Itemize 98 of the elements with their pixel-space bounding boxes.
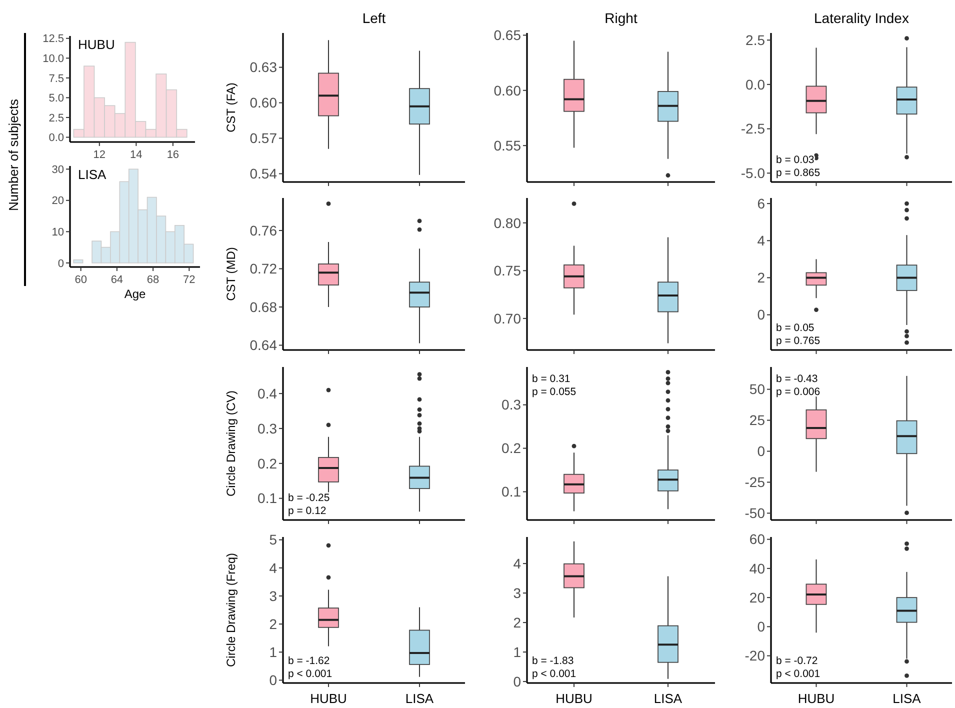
y-tick-label: 0.3 [258,420,278,436]
x-tick-label: HUBU [310,691,347,706]
y-tick-label: 0.1 [502,484,522,500]
y-tick-label: 25 [749,412,766,428]
chart-title: Left [362,10,386,26]
y-tick-label: 2 [269,616,278,632]
y-tick-label: 0.63 [250,59,278,76]
y-tick-label: 6 [757,195,766,212]
annotation: p = 0.055 [532,386,576,398]
x-tick-label: LISA [654,691,682,706]
annotation: p < 0.001 [776,668,820,680]
x-tick-label: 64 [110,274,124,286]
y-tick-label: 0.60 [494,82,522,98]
y-tick-label: 3 [513,584,522,601]
annotation: b = 0.05 [776,322,814,334]
y-tick-label: 0.68 [250,298,278,315]
y-tick-label: 2.5 [746,32,766,48]
x-axis-title: Age [124,287,146,301]
y-axis-title: Circle Drawing (Freq) [224,552,238,668]
y-tick-label: -2.5 [740,120,766,137]
y-tick-label: 0.0 [746,76,766,92]
chart-title: Right [604,10,638,26]
y-tick-label: 0.70 [494,310,522,326]
x-tick-label: HUBU [798,691,835,706]
y-tick-label: 0.2 [258,455,278,472]
x-tick-label: LISA [405,691,434,706]
annotation: b = -1.62 [288,655,330,667]
x-tick-label: 16 [166,149,180,161]
annotation: p = 0.12 [288,505,326,517]
y-tick-label: 0.72 [250,260,278,277]
y-tick-label: 50 [749,381,766,398]
x-tick-label: HUBU [556,691,592,706]
y-tick-label: 2 [757,270,766,286]
annotation: b = 0.03 [776,154,814,166]
x-tick-label: 68 [146,274,160,286]
y-axis-title: Number of subjects [6,98,21,211]
y-tick-label: 4 [513,555,522,572]
y-tick-label: 5 [269,532,278,548]
y-tick-label: 0 [757,306,766,323]
y-tick-label: -50 [744,505,766,522]
y-tick-label: 0.2 [502,440,522,456]
y-tick-label: 2 [513,614,522,630]
annotation: b = -0.43 [776,373,818,385]
x-tick-label: 60 [74,274,87,286]
y-axis-title: CST (MD) [224,247,238,301]
y-tick-label: 0.57 [250,130,278,146]
y-tick-label: 20 [52,195,64,208]
y-tick-label: 0.54 [250,166,278,182]
y-tick-label: 12.5 [42,33,64,46]
x-tick-label: 72 [183,274,196,286]
y-tick-label: 40 [749,560,766,576]
y-tick-label: 0 [58,258,64,270]
annotation: HUBU [78,37,115,52]
y-tick-label: 1 [269,644,278,660]
y-tick-label: 20 [749,589,766,606]
y-tick-label: 0.55 [494,137,522,154]
x-tick-label: 12 [93,149,106,161]
y-axis-title: Circle Drawing (CV) [224,390,238,497]
y-tick-label: 0 [269,672,278,688]
y-axis-title: CST (FA) [224,82,238,132]
x-tick-label: LISA [892,691,922,706]
x-tick-label: 14 [130,149,142,161]
annotation: b = -1.83 [532,655,574,667]
y-tick-label: 7.5 [48,72,64,85]
y-tick-label: 0 [757,443,766,460]
y-tick-label: 0.76 [250,222,278,238]
y-tick-label: 0.0 [48,132,64,144]
y-tick-label: 0.4 [258,385,278,402]
annotation: LISA [78,167,107,182]
y-tick-label: 2.5 [48,112,64,124]
y-tick-label: 0.65 [494,27,522,44]
y-tick-label: 0 [757,618,766,635]
y-tick-label: 0.80 [494,214,522,231]
y-tick-label: 60 [749,531,766,548]
y-tick-label: 5.0 [48,92,64,105]
y-tick-label: 30 [52,164,64,176]
y-tick-label: 0.64 [250,337,278,354]
y-tick-label: 1 [513,644,522,660]
annotation: p < 0.001 [532,668,576,680]
chart-title: Laterality Index [814,10,909,26]
y-tick-label: 0.60 [250,94,278,111]
annotation: p = 0.765 [776,335,820,347]
y-tick-label: 0.1 [258,490,278,506]
y-tick-label: 4 [757,232,766,249]
y-tick-label: -25 [744,474,766,490]
annotation: b = 0.31 [532,373,570,385]
annotation: p < 0.001 [288,668,332,680]
y-tick-label: 0 [513,673,522,690]
y-tick-label: 10.0 [42,53,64,65]
y-tick-label: 3 [269,588,278,604]
annotation: b = -0.72 [776,655,818,667]
y-tick-label: 4 [269,560,278,576]
y-tick-label: 10 [52,226,64,239]
y-tick-label: 0.75 [494,262,522,279]
annotation: p = 0.865 [776,167,820,179]
y-tick-label: 0.3 [502,396,522,413]
y-tick-label: -5.0 [740,165,766,182]
y-tick-label: -20 [744,648,766,664]
